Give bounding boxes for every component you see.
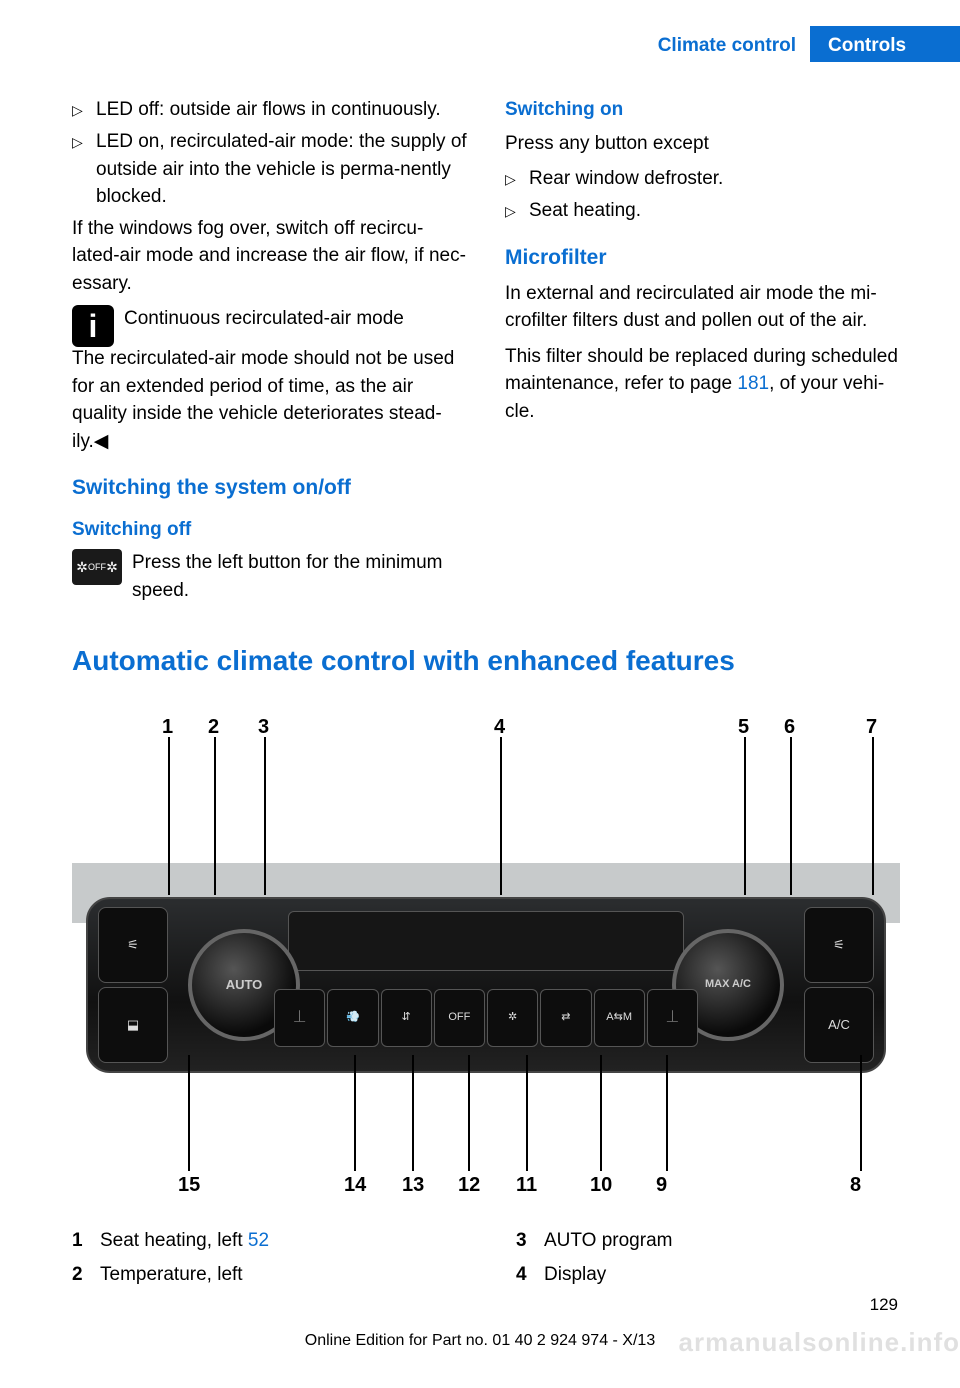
bullet-text: Seat heating. — [529, 197, 900, 225]
side-button: ⚟ — [98, 907, 168, 983]
bullet-icon: ▷ — [72, 96, 96, 124]
legend-num: 3 — [516, 1227, 532, 1255]
legend-item: 4 Display — [516, 1261, 900, 1289]
diagram-display — [288, 911, 684, 971]
fan-icon: ✲ — [76, 557, 88, 577]
bullet-text: Rear window defroster. — [529, 165, 900, 193]
legend-text: Temperature, left — [100, 1261, 243, 1289]
callout-line — [666, 1055, 668, 1171]
climate-control-diagram: ⚟ ⬓ ⚟ A/C AUTO MAX A/C ⏊ 💨 ⇵ OFF ✲ ⇄ A⇆M… — [72, 695, 900, 1205]
page-content: ▷ LED off: outside air flows in continuo… — [0, 62, 960, 1294]
diagram-side-left: ⚟ ⬓ — [98, 907, 168, 1063]
bullet-icon: ▷ — [505, 197, 529, 225]
info-line: Continuous recirculated-air mode — [124, 305, 467, 333]
side-button: ⬓ — [98, 987, 168, 1063]
panel-button: ⇵ — [381, 989, 432, 1047]
paragraph: Press any button except — [505, 130, 900, 158]
callout-line — [872, 737, 874, 895]
legend-col-left: 1 Seat heating, left 52 2 Temperature, l… — [72, 1227, 456, 1294]
panel-button: OFF — [434, 989, 485, 1047]
legend-num: 1 — [72, 1227, 88, 1255]
header-section: Climate control — [658, 26, 810, 62]
legend-text: AUTO program — [544, 1227, 672, 1255]
panel-button: ⇄ — [540, 989, 591, 1047]
callout-label: 11 — [516, 1171, 537, 1200]
diagram-side-right: ⚟ A/C — [804, 907, 874, 1063]
list-item: ▷ Rear window defroster. — [505, 165, 900, 193]
callout-label: 13 — [402, 1171, 424, 1200]
legend-text: Display — [544, 1261, 606, 1289]
callout-line — [264, 737, 266, 895]
diagram-legend: 1 Seat heating, left 52 2 Temperature, l… — [72, 1227, 900, 1294]
panel-button: ✲ — [487, 989, 538, 1047]
panel-button: ⏊ — [647, 989, 698, 1047]
side-button: ⚟ — [804, 907, 874, 983]
callout-label: 12 — [458, 1171, 480, 1200]
callout-line — [744, 737, 746, 895]
bullet-text: LED off: outside air flows in continuous… — [96, 96, 467, 124]
instruction-text: Press the left button for the minimum sp… — [132, 549, 467, 604]
callout-line — [860, 1055, 862, 1171]
watermark: armanualsonline.info — [679, 1324, 960, 1362]
diagram-panel: ⚟ ⬓ ⚟ A/C AUTO MAX A/C ⏊ 💨 ⇵ OFF ✲ ⇄ A⇆M… — [86, 897, 886, 1073]
callout-label: 15 — [178, 1171, 200, 1200]
header-chapter: Controls — [810, 26, 960, 62]
page-header: Climate control Controls — [0, 26, 960, 62]
paragraph: In external and recirculated air mode th… — [505, 280, 900, 335]
bullet-icon: ▷ — [72, 128, 96, 156]
callout-line — [468, 1055, 470, 1171]
legend-text: Seat heating, left 52 — [100, 1227, 269, 1255]
info-paragraph: The recirculated-air mode should not be … — [72, 345, 467, 455]
bullet-text: LED on, recirculated-air mode: the suppl… — [96, 128, 467, 211]
legend-num: 4 — [516, 1261, 532, 1289]
callout-line — [526, 1055, 528, 1171]
callout-line — [600, 1055, 602, 1171]
legend-item: 1 Seat heating, left 52 — [72, 1227, 456, 1255]
side-button: A/C — [804, 987, 874, 1063]
page-link[interactable]: 181 — [737, 373, 769, 394]
callout-line — [790, 737, 792, 895]
paragraph: This filter should be replaced during sc… — [505, 343, 900, 426]
list-item: ▷ LED off: outside air flows in continuo… — [72, 96, 467, 124]
off-label: OFF — [88, 561, 106, 574]
callout-line — [188, 1055, 190, 1171]
diagram-button-row: ⏊ 💨 ⇵ OFF ✲ ⇄ A⇆M ⏊ — [274, 989, 698, 1047]
list-item: ▷ LED on, recirculated-air mode: the sup… — [72, 128, 467, 211]
heading-switching-on: Switching on — [505, 96, 900, 124]
panel-button: ⏊ — [274, 989, 325, 1047]
paragraph: If the windows fog over, switch off reci… — [72, 215, 467, 298]
callout-label: 14 — [344, 1171, 366, 1200]
callout-line — [354, 1055, 356, 1171]
legend-item: 3 AUTO program — [516, 1227, 900, 1255]
heading-microfilter: Microfilter — [505, 243, 900, 273]
heading-automatic-climate: Automatic climate control with enhanced … — [72, 641, 900, 682]
panel-button: 💨 — [327, 989, 378, 1047]
instruction-row: ✲ OFF ✲ Press the left button for the mi… — [72, 549, 467, 604]
page-number: 129 — [870, 1293, 898, 1318]
callout-line — [214, 737, 216, 895]
info-icon: i — [72, 305, 114, 347]
callout-label: 9 — [656, 1171, 667, 1200]
left-column: ▷ LED off: outside air flows in continuo… — [72, 96, 467, 605]
callout-line — [500, 737, 502, 895]
info-block: i Continuous recirculated-air mode — [72, 305, 467, 347]
fan-off-button-icon: ✲ OFF ✲ — [72, 549, 122, 585]
panel-button: A⇆M — [594, 989, 645, 1047]
callout-line — [168, 737, 170, 895]
bullet-icon: ▷ — [505, 165, 529, 193]
legend-item: 2 Temperature, left — [72, 1261, 456, 1289]
list-item: ▷ Seat heating. — [505, 197, 900, 225]
callout-line — [412, 1055, 414, 1171]
heading-switching-system: Switching the system on/off — [72, 473, 467, 503]
heading-switching-off: Switching off — [72, 516, 467, 544]
right-column: Switching on Press any button except ▷ R… — [505, 96, 900, 605]
callout-label: 10 — [590, 1171, 612, 1200]
fan-icon: ✲ — [106, 557, 118, 577]
legend-num: 2 — [72, 1261, 88, 1289]
callout-label: 8 — [850, 1171, 861, 1200]
page-link[interactable]: 52 — [248, 1230, 269, 1251]
legend-col-right: 3 AUTO program 4 Display — [516, 1227, 900, 1294]
